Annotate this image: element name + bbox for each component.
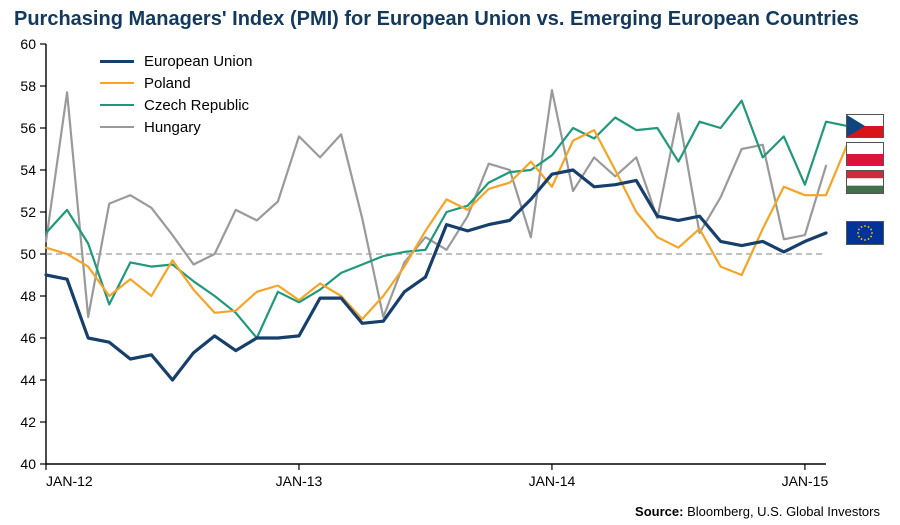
y-tick-label: 50 — [20, 246, 36, 262]
legend: European Union Poland Czech Republic Hungar… — [100, 50, 252, 138]
legend-label: Czech Republic — [144, 97, 249, 114]
legend-label: Poland — [144, 75, 191, 92]
eu-flag-icon — [846, 221, 884, 245]
x-tick-label: JAN-15 — [782, 473, 829, 489]
y-tick-label: 56 — [20, 120, 36, 136]
legend-item: Hungary — [100, 116, 252, 138]
y-tick-label: 42 — [20, 414, 36, 430]
legend-swatch — [100, 60, 134, 63]
x-tick-label: JAN-13 — [276, 473, 323, 489]
czech-flag-icon — [846, 114, 884, 138]
chart-title: Purchasing Managers' Index (PMI) for Eur… — [14, 8, 859, 31]
legend-item: European Union — [100, 50, 252, 72]
legend-swatch — [100, 126, 134, 128]
x-tick-label: JAN-12 — [46, 473, 93, 489]
y-tick-label: 48 — [20, 288, 36, 304]
y-tick-label: 52 — [20, 204, 36, 220]
legend-label: Hungary — [144, 119, 201, 136]
legend-item: Czech Republic — [100, 94, 252, 116]
legend-label: European Union — [144, 53, 252, 70]
y-tick-label: 58 — [20, 78, 36, 94]
y-tick-label: 40 — [20, 456, 36, 472]
y-tick-label: 46 — [20, 330, 36, 346]
hungary-flag-icon — [846, 170, 884, 194]
legend-swatch — [100, 104, 134, 106]
source-attribution: Source: Bloomberg, U.S. Global Investors — [635, 504, 880, 519]
y-tick-label: 54 — [20, 162, 36, 178]
y-tick-label: 44 — [20, 372, 36, 388]
legend-item: Poland — [100, 72, 252, 94]
legend-swatch — [100, 82, 134, 84]
y-tick-label: 60 — [20, 38, 36, 52]
poland-flag-icon — [846, 142, 884, 166]
x-tick-label: JAN-14 — [529, 473, 576, 489]
